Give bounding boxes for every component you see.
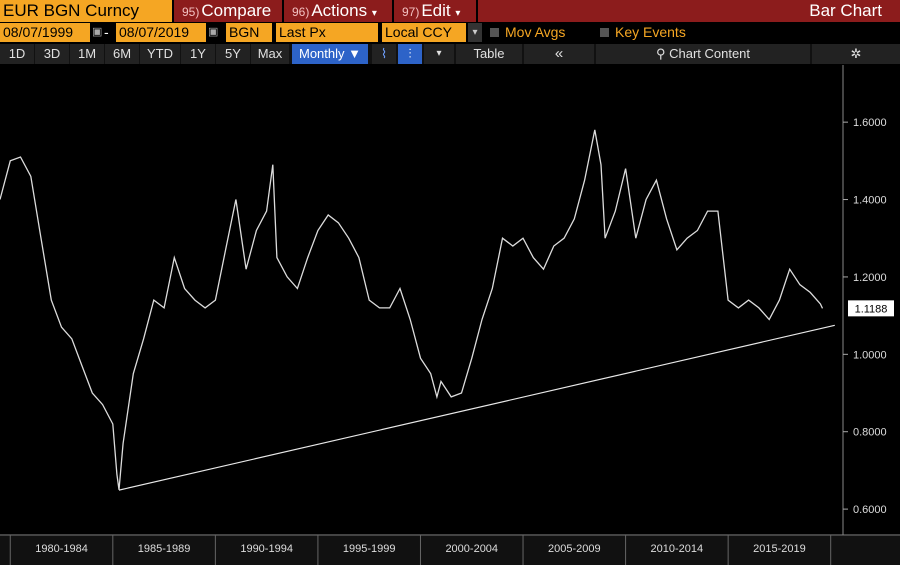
x-tick-label: 1985-1989 [138, 543, 191, 555]
date-separator: - [104, 24, 109, 40]
x-tick-label: 1980-1984 [35, 543, 88, 555]
frequency-button[interactable]: Monthly ▼ [292, 44, 368, 64]
menu-number: 96) [292, 5, 310, 19]
x-tick-label: 2005-2009 [548, 543, 601, 555]
x-tick-label: 1995-1999 [343, 543, 396, 555]
mov-avgs-toggle[interactable]: Mov Avgs [490, 23, 600, 42]
period-button[interactable]: 6M [105, 44, 139, 64]
y-tick-label: 0.8000 [853, 427, 887, 439]
last-value-label: 1.1188 [855, 303, 888, 315]
period-button[interactable]: Max [251, 44, 289, 64]
bar-icon[interactable]: ⫶ [398, 44, 422, 64]
calendar-icon[interactable]: ▣ [208, 26, 218, 38]
menu-label: Edit [421, 1, 451, 20]
x-tick-label: 1990-1994 [240, 543, 293, 555]
table-button[interactable]: Table [456, 44, 522, 64]
period-button[interactable]: YTD [140, 44, 180, 64]
period-bar: 1D 3D 1M 6M YTD 1Y 5Y Max Monthly ▼ ⌇ ⫶ … [0, 44, 900, 64]
collapse-button[interactable]: « [524, 44, 594, 64]
x-tick-label: 2000-2004 [445, 543, 498, 555]
title-bar: EUR BGN Curncy 95) Compare 96) Actions ▾ 9… [0, 0, 900, 22]
y-axis-panel [843, 65, 900, 535]
end-date[interactable]: 08/07/2019 [116, 23, 206, 42]
security-field[interactable]: EUR BGN Curncy [0, 0, 172, 22]
menu-number: 95) [182, 5, 200, 19]
price-line [0, 129, 824, 490]
dropdown[interactable]: ▾ [468, 23, 482, 42]
period-button[interactable]: 1D [0, 44, 34, 64]
period-button[interactable]: 1M [70, 44, 104, 64]
chart: 0.6000 0.8000 1.0000 1.2000 1.4000 1.6000 1980… [0, 65, 900, 565]
x-axis-panel [0, 536, 900, 565]
trend-line [118, 324, 835, 491]
x-tick-label: 2010-2014 [651, 543, 704, 555]
x-tick-label: 2015-2019 [753, 543, 806, 555]
edit-menu[interactable]: 97) Edit ▾ [394, 0, 476, 22]
ccy-field[interactable]: Local CCY [382, 23, 466, 42]
menu-number: 97) [402, 5, 420, 19]
menu-label: Compare [201, 1, 272, 20]
calendar-icon[interactable]: ▣ [92, 26, 102, 38]
chart-content-button[interactable]: ⚲ Chart Content [596, 44, 810, 64]
price-field[interactable]: Last Px [276, 23, 378, 42]
toggle-label: Key Events [615, 24, 686, 40]
period-button[interactable]: 1Y [181, 44, 215, 64]
compare-menu[interactable]: 95) Compare [174, 0, 282, 22]
settings-bar: 08/07/1999 ▣ - 08/07/2019 ▣ BGN Last Px … [0, 23, 900, 42]
start-date[interactable]: 08/07/1999 [0, 23, 90, 42]
line-icon[interactable]: ⌇ [372, 44, 396, 64]
button-label: Chart Content [669, 46, 751, 61]
settings-button[interactable]: ✲ [812, 44, 900, 64]
y-tick-label: 1.2000 [853, 272, 887, 284]
currency-field[interactable]: BGN [226, 23, 272, 42]
y-tick-label: 1.4000 [853, 195, 887, 207]
y-tick-label: 1.6000 [853, 117, 887, 129]
chart-kind: Bar Chart [478, 0, 900, 22]
y-tick-label: 1.0000 [853, 349, 887, 361]
y-tick-label: 0.6000 [853, 504, 887, 516]
menu-label: Actions [311, 1, 368, 20]
actions-menu[interactable]: 96) Actions ▾ [284, 0, 392, 22]
dropdown[interactable]: ▾ [424, 44, 454, 64]
key-events-toggle[interactable]: Key Events [600, 23, 720, 42]
period-button[interactable]: 5Y [216, 44, 250, 64]
last-value-box [848, 300, 894, 317]
period-button[interactable]: 3D [35, 44, 69, 64]
toggle-label: Mov Avgs [505, 24, 566, 40]
